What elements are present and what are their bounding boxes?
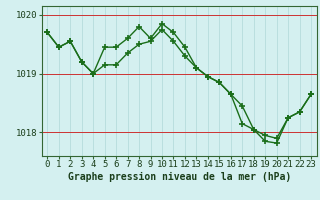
X-axis label: Graphe pression niveau de la mer (hPa): Graphe pression niveau de la mer (hPa) [68, 172, 291, 182]
